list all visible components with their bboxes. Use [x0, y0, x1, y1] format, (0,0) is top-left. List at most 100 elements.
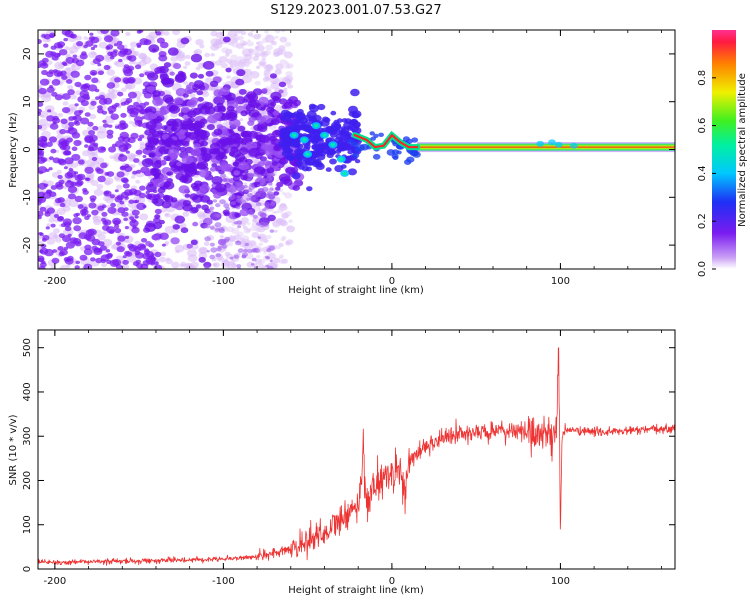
spectrogram-cell [164, 225, 175, 234]
spectrogram-cell [391, 149, 400, 155]
spectrogram-cell [284, 192, 293, 199]
spectrogram-cell [61, 61, 67, 66]
spectrogram-cell [295, 160, 303, 166]
spectrogram-cell [130, 164, 136, 169]
spectrogram-cell [199, 247, 208, 254]
spectrogram-cell [117, 91, 124, 97]
spectrogram-cell [176, 161, 182, 167]
spectrogram-cell [295, 143, 304, 150]
spectrogram-cell [110, 244, 118, 250]
spectrogram-cell [80, 117, 90, 125]
spectrogram-cell [154, 214, 161, 219]
spectrogram-cell [205, 70, 214, 77]
spectrogram-cell [281, 235, 287, 240]
spectrogram-cell [106, 69, 116, 76]
spectrogram-cell [236, 69, 246, 77]
spectrogram-cell [378, 132, 384, 137]
spectrogram-cell [330, 143, 335, 147]
spectrogram-cell [89, 113, 97, 120]
spectrogram-cell [101, 211, 108, 217]
spectrogram-cell [132, 50, 140, 57]
spectrogram-cell [180, 37, 190, 45]
spectrogram-cell [90, 100, 97, 106]
snr-data [38, 347, 675, 566]
spectrogram-cell [74, 174, 83, 181]
spectrogram-cell [161, 243, 166, 247]
spectrogram-cell [301, 159, 311, 166]
spectrogram-cell [223, 258, 229, 263]
spectrogram-y-tick-label: 20 [22, 48, 33, 61]
spectrogram-cell [263, 142, 274, 150]
spectrogram-cell [283, 178, 293, 186]
spectrogram-cell [43, 183, 49, 187]
spectrogram-cell [308, 161, 314, 166]
spectrogram-cell [402, 136, 410, 142]
spectrogram-cell [170, 56, 178, 62]
spectrogram-cell [48, 167, 53, 171]
spectrogram-cell [70, 33, 77, 39]
spectrogram-cell [248, 52, 253, 57]
spectrogram-cell [224, 238, 229, 243]
spectrogram-cell [137, 137, 143, 142]
colorbar-label: Normalized spectral amplitude [737, 73, 748, 227]
spectrogram-cell [76, 41, 84, 47]
spectrogram-cell [188, 81, 195, 87]
spectrogram-cell [548, 139, 556, 146]
spectrogram-cell [126, 55, 133, 60]
spectrogram-cell [71, 146, 78, 152]
spectrogram-cell [120, 165, 126, 170]
spectrogram-cell [148, 44, 160, 53]
spectrogram-cell [216, 124, 224, 130]
spectrogram-cell [274, 30, 281, 34]
spectrogram-cell [204, 52, 211, 58]
spectrogram-cell [147, 72, 159, 81]
spectrogram-cell [290, 167, 299, 173]
spectrogram-cell [164, 123, 176, 133]
spectrogram-cell [43, 43, 49, 48]
spectrogram-cell [211, 176, 223, 185]
spectrogram-cell [267, 99, 275, 105]
spectrogram-cell [271, 118, 280, 126]
spectrogram-cell [286, 225, 292, 230]
spectrogram-cell [257, 116, 266, 124]
spectrogram-cell [241, 252, 248, 257]
spectrogram-y-ticks: -20 -10 0 10 20 [22, 48, 675, 253]
spectrogram-cell [247, 32, 254, 37]
spectrogram-cell [73, 120, 79, 125]
spectrogram-cell [145, 183, 157, 193]
spectrogram-cell [39, 78, 50, 86]
spectrogram-cell [38, 108, 42, 114]
spectrogram-cell [109, 155, 115, 159]
spectrogram-cell [189, 72, 198, 79]
spectrogram-cell [265, 64, 273, 70]
spectrogram-cell [215, 203, 221, 208]
colorbar-tick-label: 0.8 [697, 70, 708, 86]
spectrogram-cell [93, 218, 102, 226]
spectrogram-cell [218, 226, 225, 232]
spectrogram-cell [158, 256, 167, 263]
spectrogram-cell [265, 176, 273, 182]
spectrogram-cell [225, 112, 238, 122]
spectrogram-cell [246, 41, 254, 47]
spectrogram-cell [85, 159, 96, 167]
spectrogram-cell [210, 210, 214, 213]
spectrogram-x-tick-label: -100 [212, 276, 235, 287]
spectrogram-cell [131, 227, 140, 234]
spectrogram-cell [65, 56, 75, 64]
spectrogram-cell [122, 183, 130, 189]
spectrogram-cell [281, 30, 286, 33]
spectrogram-cell [346, 125, 354, 131]
spectrogram-cell [226, 105, 235, 112]
spectrogram-cell [83, 44, 88, 49]
spectrogram-cell [75, 260, 81, 265]
spectrogram-cell [283, 101, 293, 109]
spectrogram-cell [258, 134, 270, 143]
spectrogram-cell [138, 192, 146, 199]
figure-title: S129.2023.001.07.53.G27 [270, 3, 441, 18]
spectrogram-cell [294, 116, 304, 124]
spectrogram-cell [75, 59, 85, 67]
spectrogram-cell [199, 130, 211, 139]
spectrogram-cell [62, 107, 71, 114]
spectrogram-cell [38, 200, 42, 206]
